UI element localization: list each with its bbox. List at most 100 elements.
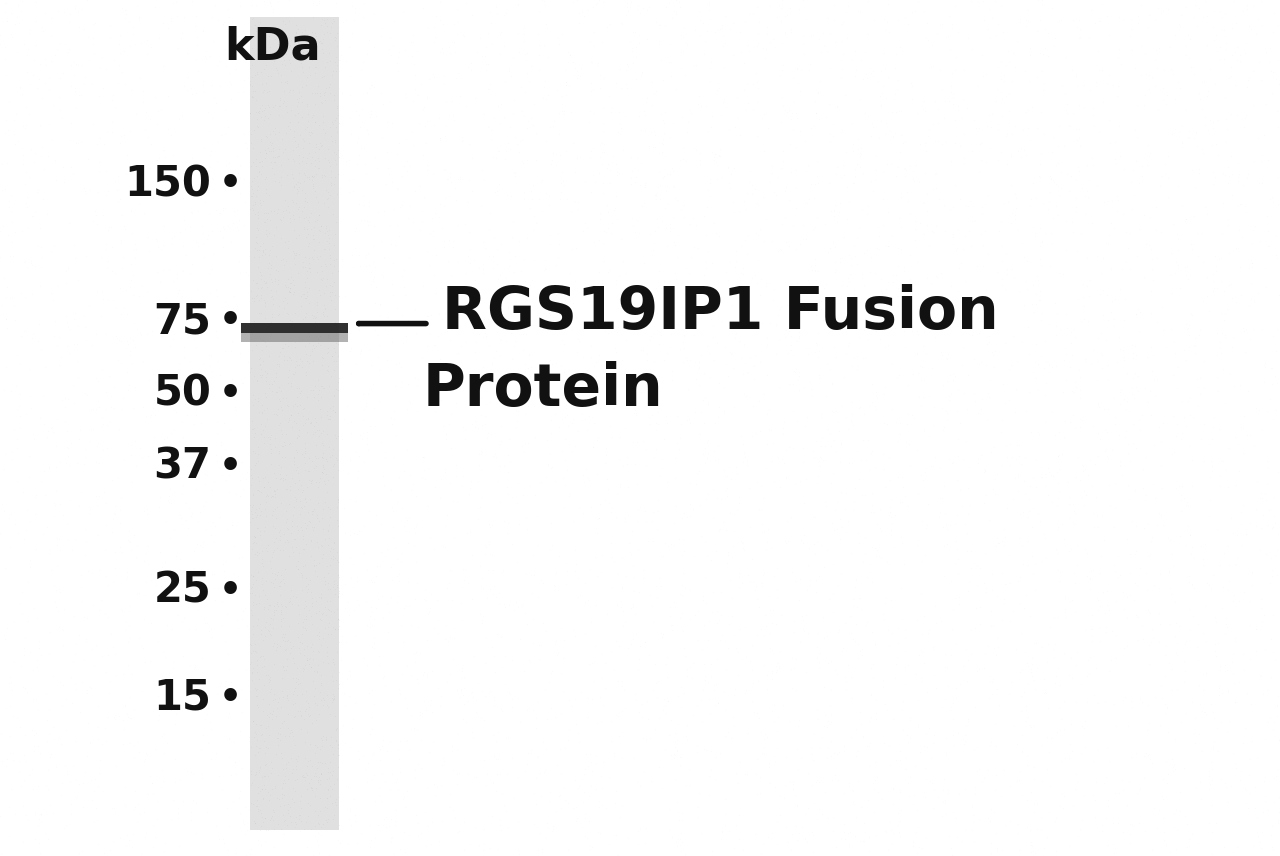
Point [242, 90, 262, 104]
Point [248, 435, 269, 449]
Point [388, 64, 408, 78]
Point [259, 381, 279, 395]
Point [329, 53, 349, 67]
Point [242, 24, 262, 38]
Point [1046, 199, 1066, 212]
Point [1176, 103, 1197, 116]
Point [289, 641, 310, 655]
Point [801, 825, 822, 839]
Point [466, 693, 486, 707]
Point [371, 436, 392, 449]
Point [712, 21, 732, 35]
Point [895, 340, 915, 354]
Point [1093, 307, 1114, 321]
Point [1211, 772, 1231, 786]
Point [891, 220, 911, 234]
Point [598, 205, 618, 219]
Point [246, 726, 266, 740]
Text: •: • [219, 681, 242, 715]
Point [1266, 403, 1280, 417]
Point [262, 489, 283, 502]
Point [229, 581, 250, 595]
Point [874, 824, 895, 838]
Point [262, 752, 283, 766]
Point [18, 575, 38, 589]
Point [1204, 169, 1225, 183]
Point [270, 781, 291, 794]
Point [38, 833, 59, 847]
Point [616, 266, 636, 280]
Point [826, 263, 846, 276]
Point [340, 366, 361, 380]
Point [252, 248, 273, 262]
Point [183, 571, 204, 585]
Point [1149, 567, 1170, 580]
Point [239, 847, 260, 856]
Point [316, 773, 337, 787]
Point [289, 497, 310, 511]
Point [1011, 457, 1032, 471]
Point [538, 283, 558, 297]
Point [1179, 131, 1199, 145]
Point [526, 750, 547, 764]
Point [986, 827, 1006, 841]
Point [458, 195, 479, 209]
Point [1030, 259, 1051, 272]
Point [399, 394, 420, 407]
Point [314, 474, 334, 488]
Point [805, 264, 826, 277]
Point [180, 805, 201, 818]
Point [664, 4, 685, 18]
Point [1053, 267, 1074, 281]
Point [547, 83, 567, 97]
Point [1213, 362, 1234, 376]
Point [1225, 431, 1245, 444]
Point [1052, 385, 1073, 399]
Point [940, 43, 960, 56]
Point [832, 122, 852, 136]
Point [951, 111, 972, 125]
Point [1216, 302, 1236, 316]
Point [193, 728, 214, 741]
Point [846, 617, 867, 631]
Point [201, 722, 221, 735]
Point [735, 450, 755, 464]
Point [911, 587, 932, 601]
Point [1167, 360, 1188, 374]
Point [549, 789, 570, 803]
Point [630, 705, 650, 719]
Point [244, 591, 265, 604]
Point [76, 186, 96, 199]
Point [265, 502, 285, 516]
Point [78, 564, 99, 578]
Point [387, 301, 407, 315]
Point [466, 335, 486, 348]
Point [260, 479, 280, 493]
Point [832, 251, 852, 265]
Point [294, 346, 315, 360]
Point [1266, 344, 1280, 358]
Point [33, 193, 54, 206]
Point [611, 122, 631, 135]
Point [79, 506, 100, 520]
Point [323, 674, 343, 687]
Point [1069, 164, 1089, 178]
Point [666, 82, 686, 96]
Point [471, 444, 492, 458]
Point [823, 557, 844, 571]
Point [891, 286, 911, 300]
Point [196, 232, 216, 246]
Point [274, 94, 294, 108]
Point [252, 155, 273, 169]
Point [173, 27, 193, 40]
Point [1188, 399, 1208, 413]
Point [1001, 74, 1021, 88]
Point [1083, 158, 1103, 171]
Point [1211, 306, 1231, 320]
Point [294, 499, 315, 513]
Point [325, 336, 346, 350]
Point [1111, 262, 1132, 276]
Point [280, 50, 301, 63]
Point [913, 339, 933, 353]
Point [1019, 609, 1039, 623]
